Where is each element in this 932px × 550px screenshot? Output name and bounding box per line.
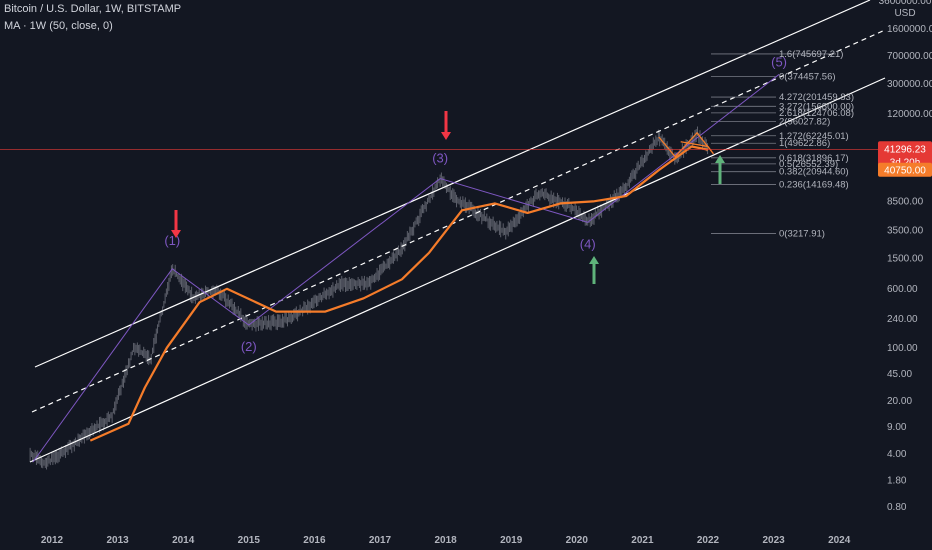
fib-level-label: 0.5(26552.39) (779, 159, 838, 170)
price-axis-label: 3500.00 (887, 226, 924, 237)
fib-level-label: 0.618(31896.17) (779, 153, 849, 164)
price-axis-label: 700000.00 (887, 51, 932, 62)
time-axis-label: 2024 (828, 535, 851, 546)
channel-lower-line (29, 77, 886, 463)
current-price-value: 41296.23 (884, 144, 926, 155)
ma-layer (89, 131, 714, 442)
wave-label: (3) (432, 151, 448, 166)
fib-level-label: 4.272(201459.83) (779, 92, 854, 103)
fib-level-label: 1.272(62245.01) (779, 131, 849, 142)
price-axis-label: 1.80 (887, 475, 907, 486)
price-axis-label: 1600000.00 (887, 24, 932, 35)
price-axis-label: 9.00 (887, 422, 907, 433)
fib-level-label: 0(3217.91) (779, 228, 825, 239)
fib-level-label: 2.618(124706.08) (779, 108, 854, 119)
time-axis-label: 2019 (500, 535, 523, 546)
price-line-layer: 41296.233d 20h40750.00 (0, 141, 932, 177)
price-axis-label: 20.00 (887, 396, 912, 407)
time-axis-label: 2012 (41, 535, 64, 546)
fib-level-label: 1.6(745697.21) (779, 49, 843, 60)
time-axis-label: 2021 (631, 535, 654, 546)
price-axis-label: 8500.00 (887, 196, 924, 207)
price-axis-label: 120000.00 (887, 109, 932, 120)
up-arrow-wave4-head (589, 256, 599, 264)
price-axis-label: 240.00 (887, 314, 918, 325)
time-axis-label: 2023 (762, 535, 785, 546)
fib-level-label: 0(374457.56) (779, 72, 836, 83)
time-axis-label: 2014 (172, 535, 195, 546)
channel-upper-line (34, 0, 871, 368)
price-axis-label: 0.80 (887, 502, 907, 513)
price-axis-label: 300000.00 (887, 79, 932, 90)
trend-channel (29, 0, 886, 463)
time-axis-label: 2018 (434, 535, 457, 546)
price-axis-currency: USD (894, 8, 915, 19)
time-axis-label: 2015 (238, 535, 261, 546)
ma-badge-value: 40750.00 (884, 166, 926, 177)
symbol-title[interactable]: Bitcoin / U.S. Dollar, 1W, BITSTAMP (4, 3, 182, 15)
time-axis-label: 2020 (566, 535, 589, 546)
time-axis-label: 2017 (369, 535, 392, 546)
time-axis-label: 2022 (697, 535, 720, 546)
annotations-layer (171, 111, 725, 284)
down-arrow-wave1-head (171, 230, 181, 238)
ma-badge (878, 162, 932, 177)
wave-label: (2) (241, 339, 257, 354)
price-axis-top-label: 3600000.00 (879, 0, 932, 7)
fib-level-label: 0.236(14169.48) (779, 180, 849, 191)
price-axis-label: 100.00 (887, 343, 918, 354)
time-axis-label: 2013 (106, 535, 129, 546)
fib-level-label: 2(96027.82) (779, 116, 830, 127)
wave-label: (5) (771, 54, 787, 69)
channel-median-line (31, 29, 886, 413)
fib-extension: 1.6(745697.21) 0(374457.56) 4.272(201459.8… (711, 49, 854, 239)
price-axis-label: 600.00 (887, 284, 918, 295)
ma-line (89, 145, 709, 442)
time-axis[interactable]: 2012 2013 2014 2015 2016 2017 2018 2019 2020 2021… (41, 535, 851, 546)
price-axis-label: 4.00 (887, 449, 907, 460)
price-axis-label: 1500.00 (887, 254, 924, 265)
fib-level-label: 0.382(20944.60) (779, 167, 849, 178)
zigzag-sketch (658, 131, 714, 158)
wave-label: (4) (580, 236, 596, 251)
down-arrow-wave3-head (441, 132, 451, 140)
fib-level-label: 3.272(156800.00) (779, 101, 854, 112)
fib-level-label: 1(49622.86) (779, 138, 830, 149)
time-axis-label: 2016 (303, 535, 326, 546)
up-arrow-recent-head (715, 155, 725, 163)
price-axis-label: 45.00 (887, 369, 912, 380)
indicator-legend[interactable]: MA · 1W (50, close, 0) (4, 20, 113, 32)
